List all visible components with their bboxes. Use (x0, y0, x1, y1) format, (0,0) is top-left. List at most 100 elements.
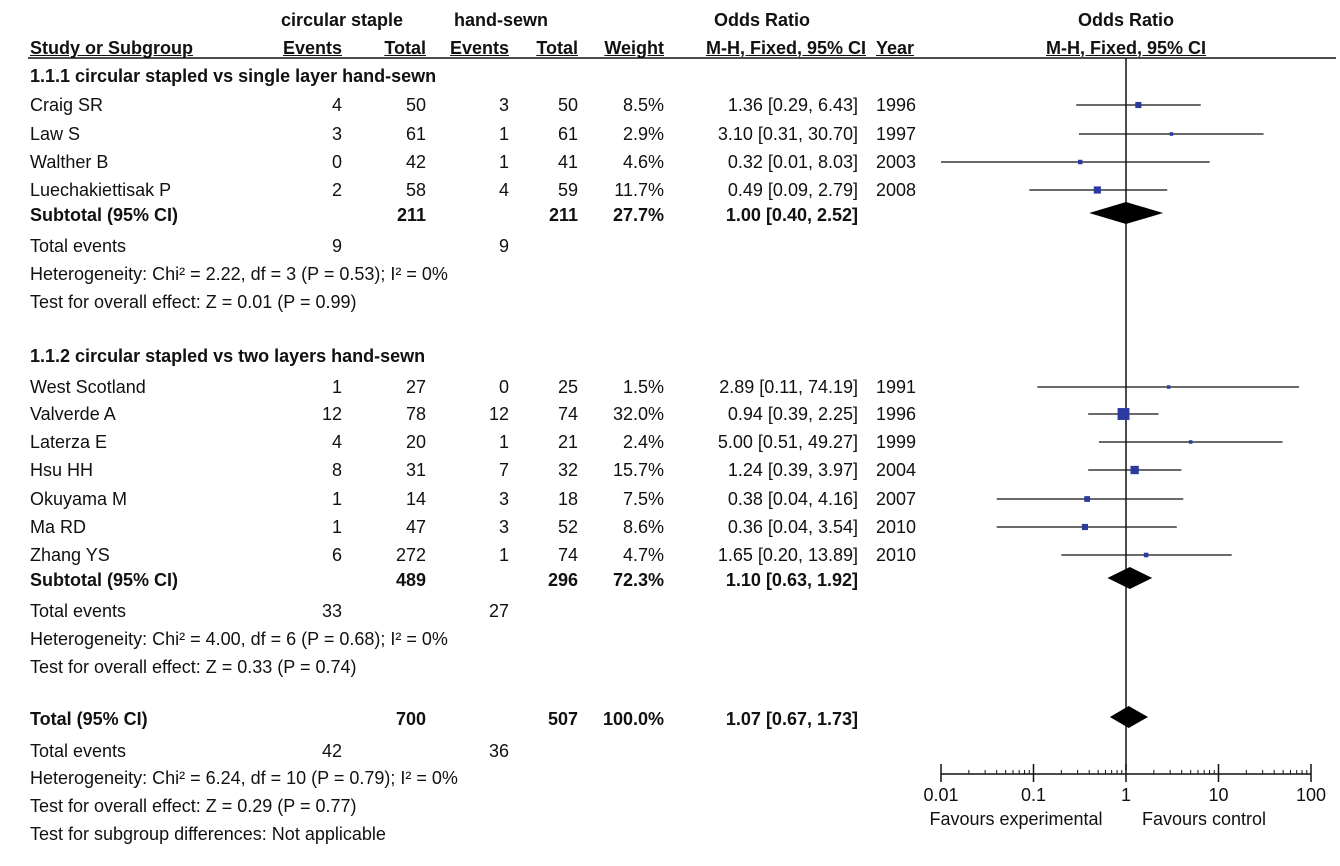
subtotal-total-ctrl: 296 (547, 570, 578, 590)
total-exp: 50 (405, 95, 426, 115)
overall-effect-test: Test for overall effect: Z = 0.29 (P = 0… (30, 796, 357, 816)
total-ctrl: 50 (557, 95, 578, 115)
events-ctrl: 3 (498, 489, 509, 509)
events-exp: 3 (331, 124, 342, 144)
study-odds-ratio-ci: 2.89 [0.11, 74.19] (719, 377, 858, 397)
events-exp: 12 (321, 404, 342, 424)
total-events-exp: 33 (321, 601, 342, 621)
total-total-ctrl: 507 (547, 709, 578, 729)
study-weight: 15.7% (612, 460, 664, 480)
study-name: Laterza E (30, 432, 108, 452)
events-exp: 4 (331, 95, 342, 115)
events-exp: 6 (331, 545, 342, 565)
study-name: Luechakiettisak P (30, 180, 172, 200)
study-year: 1996 (876, 95, 917, 115)
events-ctrl: 1 (498, 124, 509, 144)
study-year: 2010 (876, 545, 917, 565)
study-weight: 32.0% (612, 404, 664, 424)
study-weight: 8.6% (622, 517, 664, 537)
events-ctrl: 1 (498, 432, 509, 452)
group-control-header: hand-sewn (453, 10, 548, 30)
events-ctrl: 0 (498, 377, 509, 397)
study-odds-ratio-ci: 0.94 [0.39, 2.25] (727, 404, 858, 424)
total-ctrl: 52 (557, 517, 578, 537)
study-year: 1996 (876, 404, 917, 424)
total-events-label: Total events (30, 741, 127, 761)
heterogeneity-stat: Heterogeneity: Chi² = 4.00, df = 6 (P = … (30, 629, 448, 649)
col-header-study: Study or Subgroup (30, 38, 193, 58)
study-marker (1081, 523, 1089, 531)
study-marker (1135, 101, 1142, 109)
total-exp: 31 (405, 460, 426, 480)
total-ctrl: 74 (557, 404, 578, 424)
total-weight: 100.0% (602, 709, 664, 729)
overall-effect-test: Test for overall effect: Z = 0.01 (P = 0… (30, 292, 357, 312)
study-marker (1093, 186, 1101, 194)
study-weight: 4.6% (622, 152, 664, 172)
overall-effect-test: Test for overall effect: Z = 0.33 (P = 0… (30, 657, 357, 677)
study-name: Okuyama M (30, 489, 128, 509)
study-odds-ratio-ci: 5.00 [0.51, 49.27] (717, 432, 858, 452)
total-label: Total (95% CI) (30, 709, 148, 729)
subtotal-weight: 27.7% (612, 205, 664, 225)
study-marker (1188, 440, 1193, 444)
col-header-year: Year (876, 38, 915, 58)
subtotal-odds-ratio-ci: 1.10 [0.63, 1.92] (725, 570, 858, 590)
total-ctrl: 41 (557, 152, 578, 172)
events-ctrl: 4 (498, 180, 509, 200)
study-weight: 11.7% (614, 180, 664, 200)
total-ctrl: 18 (557, 489, 578, 509)
study-weight: 2.4% (622, 432, 664, 452)
total-ctrl: 25 (557, 377, 578, 397)
events-exp: 1 (331, 489, 342, 509)
total-exp: 47 (405, 517, 426, 537)
study-name: Walther B (30, 152, 109, 172)
events-exp: 1 (331, 377, 342, 397)
total-ctrl: 59 (557, 180, 578, 200)
subtotal-label: Subtotal (95% CI) (30, 205, 179, 225)
study-weight: 1.5% (622, 377, 664, 397)
study-odds-ratio-ci: 1.36 [0.29, 6.43] (727, 95, 858, 115)
total-exp: 27 (405, 377, 426, 397)
study-name: Zhang YS (30, 545, 110, 565)
pooled-diamond (1089, 202, 1164, 224)
x-axis-tick-label: 100 (1295, 785, 1327, 805)
total-events-label: Total events (30, 236, 127, 256)
events-ctrl: 1 (498, 152, 509, 172)
total-exp: 14 (405, 489, 426, 509)
x-axis-tick-label: 0.01 (923, 785, 959, 805)
total-events-label: Total events (30, 601, 127, 621)
study-name: Law S (30, 124, 81, 144)
study-marker (1166, 385, 1171, 389)
pooled-diamond (1107, 567, 1153, 589)
total-exp: 20 (405, 432, 426, 452)
study-marker (1117, 408, 1130, 420)
subtotal-odds-ratio-ci: 1.00 [0.40, 2.52] (725, 205, 858, 225)
events-exp: 8 (331, 460, 342, 480)
study-name: Craig SR (30, 95, 104, 115)
total-events-ctrl: 36 (488, 741, 509, 761)
events-exp: 1 (331, 517, 342, 537)
study-year: 1991 (876, 377, 917, 397)
study-year: 2010 (876, 517, 917, 537)
subtotal-total-exp: 211 (396, 205, 426, 225)
subtotal-total-ctrl: 211 (548, 205, 578, 225)
subtotal-total-exp: 489 (395, 570, 426, 590)
study-weight: 8.5% (622, 95, 664, 115)
plot-subtitle: M-H, Fixed, 95% CI (1045, 38, 1207, 58)
subgroup-title: 1.1.2 circular stapled vs two layers han… (30, 346, 426, 366)
subgroup-differences-test: Test for subgroup differences: Not appli… (30, 824, 386, 844)
total-total-exp: 700 (395, 709, 426, 729)
favours-experimental-label: Favours experimental (929, 809, 1103, 829)
study-weight: 2.9% (622, 124, 664, 144)
study-marker (1130, 465, 1139, 475)
study-year: 2004 (876, 460, 917, 480)
total-exp: 272 (395, 545, 426, 565)
total-events-exp: 42 (321, 741, 342, 761)
study-odds-ratio-ci: 1.65 [0.20, 13.89] (717, 545, 858, 565)
group-experimental-header: circular staple (280, 10, 404, 30)
study-year: 2003 (876, 152, 917, 172)
study-year: 1997 (876, 124, 917, 144)
heterogeneity-stat: Heterogeneity: Chi² = 6.24, df = 10 (P =… (30, 768, 458, 788)
